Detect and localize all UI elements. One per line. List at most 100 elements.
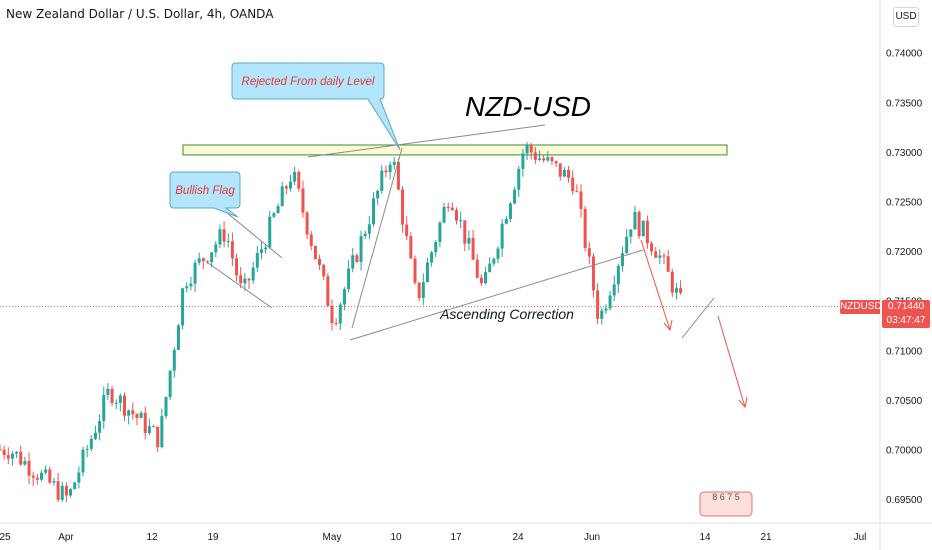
candle [338,304,342,324]
candle [396,161,400,190]
candle [330,305,334,323]
candle [214,244,218,253]
candle [326,276,330,306]
candle [670,271,674,293]
candle [222,229,226,242]
candle [197,258,201,263]
x-tick-label: May [323,532,342,543]
y-tick-label: 0.70000 [886,446,923,457]
candle [201,258,205,262]
x-tick-label: Jul [854,532,867,543]
recent-support-line [681,297,715,339]
y-tick-label: 0.70500 [886,396,923,407]
x-tick-label: 17 [450,532,462,543]
candle [334,322,338,324]
candle [442,207,446,223]
candle [575,191,579,193]
events-icon [699,491,753,517]
candle [35,477,39,480]
candle [484,272,488,284]
candle [567,169,571,178]
candle [351,255,355,269]
candle [637,211,641,237]
callout-rejected-text: Rejected From daily Level [242,76,375,88]
candle [164,397,168,417]
candle [77,472,81,483]
candle [533,152,537,160]
candle [127,410,131,416]
candle [425,262,429,283]
y-tick-label: 0.71000 [886,346,923,357]
candle [181,288,185,326]
candle [542,158,546,161]
candle [650,243,654,252]
candle [421,282,425,298]
candle [106,388,110,395]
bar-countdown: 03:47:47 [886,314,926,326]
candle [450,207,454,211]
candle [318,259,322,265]
projection-arrow-2 [717,315,746,408]
candle [44,469,48,473]
ascending-support-line [349,249,644,341]
current-price-value: 0.71440 [887,300,925,312]
candle [268,216,272,248]
candle [313,245,317,260]
candle [210,252,214,263]
candle [259,249,263,253]
candle [264,247,268,250]
candle [625,236,629,254]
candle [230,241,234,259]
candle [517,168,521,190]
candle [118,395,122,403]
candle [455,210,458,221]
candle [409,236,413,259]
candle [388,164,392,173]
candle [392,161,396,165]
candle [608,295,612,309]
candle [114,402,118,404]
candle [434,241,438,253]
candle [658,255,662,258]
candle [135,414,139,419]
candle [185,286,189,289]
candle [193,262,197,284]
candle [40,472,43,480]
candle [513,189,517,204]
candle [52,481,56,483]
candle [15,451,19,454]
candle [380,170,384,191]
flag-upper-line [225,211,283,259]
candle [583,208,587,249]
candle [64,485,68,496]
current-price-label: 0.71440 03:47:47 [882,299,930,328]
candle [139,412,143,419]
candle [293,172,297,182]
candle [679,288,683,293]
callout-bullish-flag-bubble [169,171,241,218]
candle [359,236,363,262]
candle [579,191,583,209]
y-tick-label: 0.72500 [886,198,923,209]
candle [48,469,52,483]
candle [479,277,483,284]
candle [405,224,409,237]
candle [616,265,620,285]
candle [243,278,247,284]
candle [89,438,93,449]
candle [102,394,106,422]
candle [612,284,616,296]
currency-button[interactable]: USD [893,7,919,27]
symbol-price-tag: NZDUSD [840,299,882,314]
candle [471,238,475,260]
x-tick-label: 10 [390,532,402,543]
candle [218,229,222,245]
candle [176,325,180,350]
candle [475,259,479,278]
candle [401,189,405,225]
candle [633,211,637,230]
candle [558,163,562,177]
candle [342,289,346,305]
